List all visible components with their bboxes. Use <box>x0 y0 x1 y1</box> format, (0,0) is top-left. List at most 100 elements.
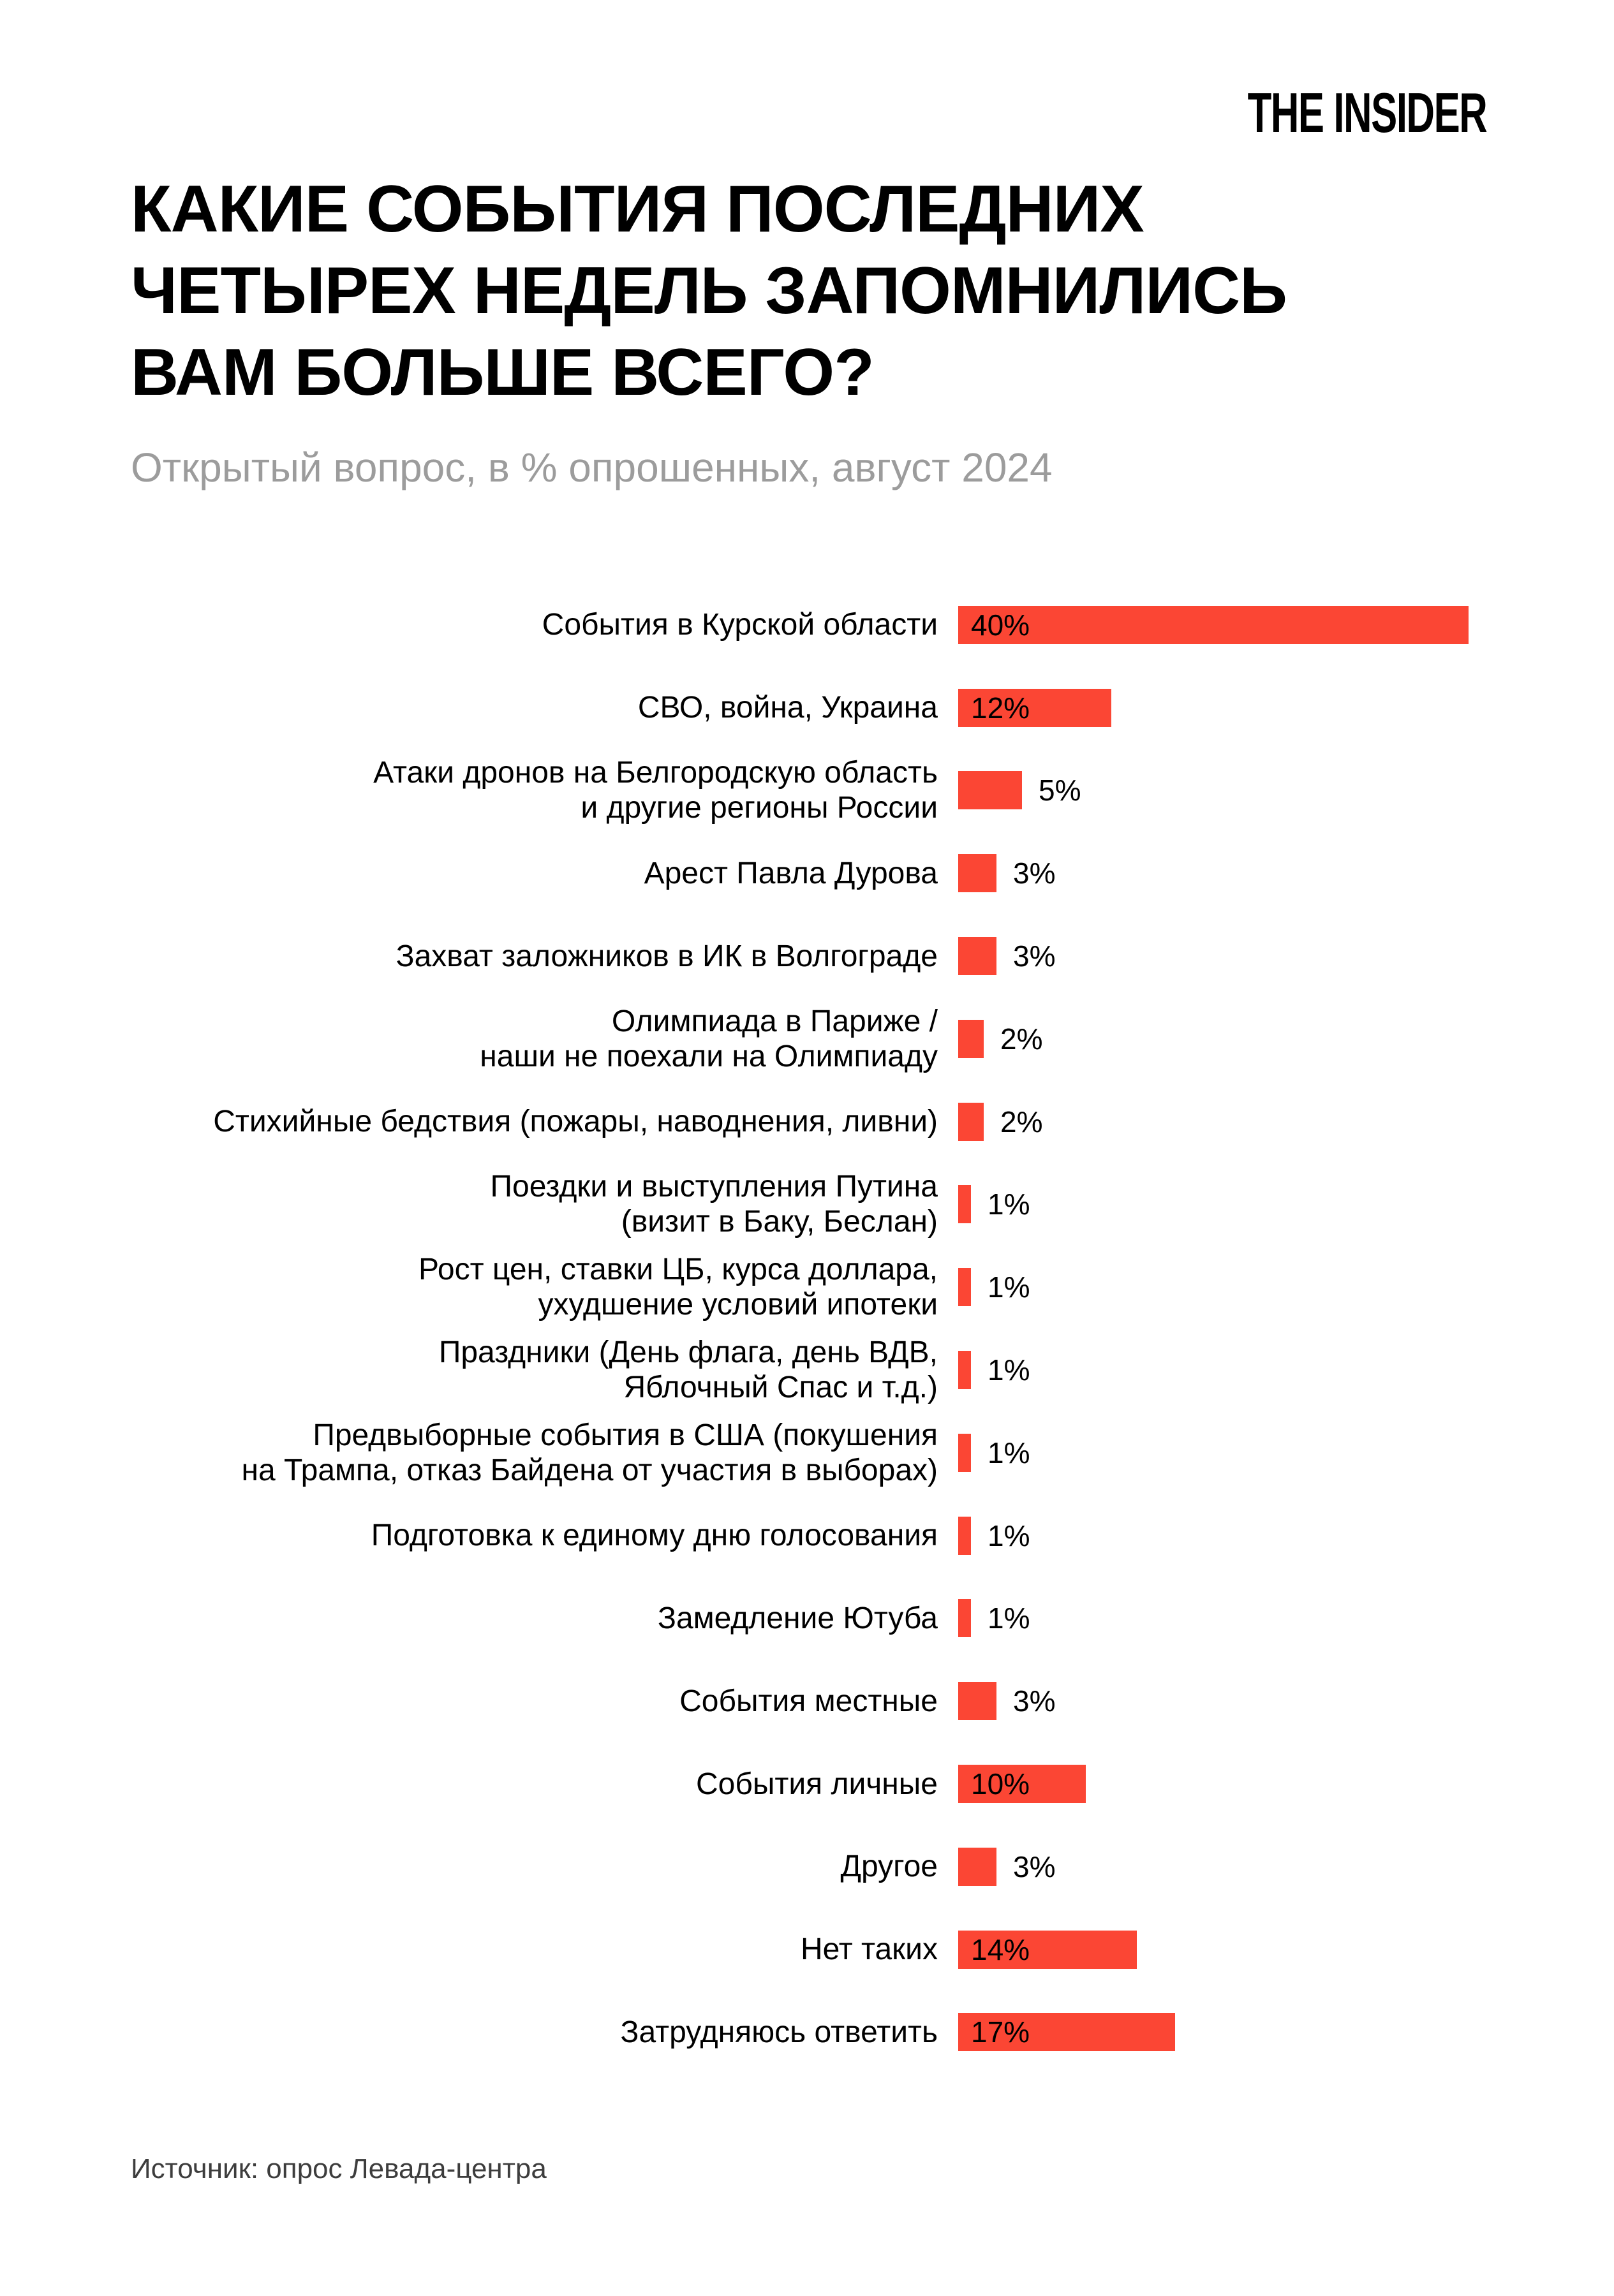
bar <box>958 1599 971 1638</box>
bar-value: 3% <box>1013 1850 1056 1883</box>
bar-track: 1% <box>958 1185 1573 1224</box>
bar-label: Захват заложников в ИК в Волгограде <box>131 939 958 974</box>
title-line-2: ЧЕТЫРЕХ НЕДЕЛЬ ЗАПОМНИЛИСЬ <box>131 254 1287 328</box>
chart-row: Поездки и выступления Путина (визит в Бак… <box>131 1163 1573 1246</box>
bar-track: 1% <box>958 1516 1573 1555</box>
bar-value: 3% <box>1013 857 1056 890</box>
bar-value: 5% <box>1039 774 1081 807</box>
bar-label-line: Поездки и выступления Путина <box>490 1170 938 1204</box>
bar-label: Поездки и выступления Путина (визит в Бак… <box>131 1169 958 1239</box>
bar: 14% <box>958 1930 1137 1969</box>
bar-track: 1% <box>958 1599 1573 1638</box>
bar-value: 1% <box>988 1601 1030 1635</box>
chart-row: Подготовка к единому дню голосования 1% <box>131 1494 1573 1577</box>
bar-label-line: Атаки дронов на Белгородскую область <box>373 756 938 790</box>
bar-track: 1% <box>958 1433 1573 1472</box>
chart-row: Нет таких 14% <box>131 1908 1573 1991</box>
the-insider-logo: THE INSIDER <box>1247 81 1487 144</box>
bar-track: 10% <box>958 1765 1573 1804</box>
bar-value: 3% <box>1013 1684 1056 1718</box>
bar-label-line: на Трампа, отказ Байдена от участия в вы… <box>241 1453 938 1487</box>
bar <box>958 1351 971 1390</box>
bar <box>958 1102 984 1141</box>
page-title: КАКИЕ СОБЫТИЯ ПОСЛЕДНИХ ЧЕТЫРЕХ НЕДЕЛЬ З… <box>131 168 1287 413</box>
chart-row: События местные 3% <box>131 1659 1573 1742</box>
bar-value: 1% <box>988 1519 1030 1552</box>
title-line-3: ВАМ БОЛЬШЕ ВСЕГО? <box>131 335 875 409</box>
chart-row: Атаки дронов на Белгородскую область и др… <box>131 749 1573 832</box>
bar-label-line: События местные <box>679 1684 938 1718</box>
bar-label-line: События в Курской области <box>542 608 938 642</box>
bar-value: 2% <box>1000 1022 1043 1056</box>
chart-row: СВО, война, Украина 12% <box>131 666 1573 749</box>
chart-row: Праздники (День флага, день ВДВ, Яблочный… <box>131 1328 1573 1411</box>
bar-label-line: Захват заложников в ИК в Волгограде <box>396 939 938 973</box>
chart-row: Олимпиада в Париже / наши не поехали на О… <box>131 997 1573 1080</box>
bar <box>958 1682 996 1721</box>
bar-track: 3% <box>958 1847 1573 1886</box>
bar-track: 5% <box>958 771 1573 810</box>
bar-value: 1% <box>988 1353 1030 1387</box>
bar-value: 3% <box>1013 939 1056 973</box>
bar-label: Арест Павла Дурова <box>131 856 958 891</box>
bar-label: Замедление Ютуба <box>131 1601 958 1636</box>
chart-row: Предвыборные события в США (покушения на … <box>131 1411 1573 1494</box>
title-line-1: КАКИЕ СОБЫТИЯ ПОСЛЕДНИХ <box>131 172 1144 246</box>
bar-label: События личные <box>131 1767 958 1802</box>
chart-row: Захват заложников в ИК в Волгограде 3% <box>131 915 1573 997</box>
bar-track: 1% <box>958 1351 1573 1390</box>
bar-label-line: (визит в Баку, Беслан) <box>621 1205 938 1239</box>
bar-label-line: Затрудняюсь ответить <box>620 2015 938 2049</box>
bar-label: Другое <box>131 1849 958 1884</box>
bar-label-line: Арест Павла Дурова <box>644 856 938 890</box>
bar-label-line: Другое <box>840 1850 938 1884</box>
bar <box>958 937 996 976</box>
bar-track: 40% <box>958 605 1573 644</box>
bar: 17% <box>958 2013 1175 2052</box>
bar <box>958 1847 996 1886</box>
bar-label-line: Рост цен, ставки ЦБ, курса доллара, <box>418 1253 938 1287</box>
bar-value: 12% <box>971 691 1030 725</box>
bar: 40% <box>958 605 1469 644</box>
bar-label-line: Подготовка к единому дню голосования <box>371 1519 938 1553</box>
bar-label: Затрудняюсь ответить <box>131 2015 958 2050</box>
source-note: Источник: опрос Левада-центра <box>131 2153 547 2184</box>
bar <box>958 854 996 893</box>
bar <box>958 1019 984 1058</box>
chart-subtitle: Открытый вопрос, в % опрошенных, август … <box>131 445 1053 490</box>
chart-row: Стихийные бедствия (пожары, наводнения, … <box>131 1080 1573 1163</box>
chart-row: Замедление Ютуба 1% <box>131 1577 1573 1660</box>
bar-label: Атаки дронов на Белгородскую область и др… <box>131 755 958 825</box>
bar-track: 3% <box>958 854 1573 893</box>
bar <box>958 1516 971 1555</box>
chart-row: Рост цен, ставки ЦБ, курса доллара, ухудш… <box>131 1246 1573 1328</box>
bar-label-line: СВО, война, Украина <box>637 691 938 725</box>
bar-label: Стихийные бедствия (пожары, наводнения, … <box>131 1104 958 1139</box>
bar-value: 17% <box>971 2015 1030 2049</box>
bar-track: 3% <box>958 1682 1573 1721</box>
bar-track: 3% <box>958 937 1573 976</box>
bar-track: 12% <box>958 688 1573 727</box>
bar-label: Олимпиада в Париже / наши не поехали на О… <box>131 1004 958 1074</box>
bar-value: 2% <box>1000 1105 1043 1138</box>
chart-row: События в Курской области 40% <box>131 584 1573 666</box>
bar-value: 10% <box>971 1767 1030 1801</box>
bar-label-line: События личные <box>695 1767 938 1801</box>
chart-row: Затрудняюсь ответить 17% <box>131 1991 1573 2074</box>
bar-value: 40% <box>971 608 1030 642</box>
bar-track: 2% <box>958 1019 1573 1058</box>
bar-label: Подготовка к единому дню голосования <box>131 1518 958 1553</box>
bar-label: Рост цен, ставки ЦБ, курса доллара, ухудш… <box>131 1252 958 1322</box>
bar-label-line: и другие регионы России <box>581 791 938 825</box>
bar-track: 2% <box>958 1102 1573 1141</box>
bar: 12% <box>958 688 1111 727</box>
bar-track: 1% <box>958 1268 1573 1307</box>
bar: 10% <box>958 1765 1086 1804</box>
bar-label: Нет таких <box>131 1932 958 1967</box>
bar-track: 14% <box>958 1930 1573 1969</box>
bar-label: Предвыборные события в США (покушения на … <box>131 1418 958 1488</box>
bar-chart: События в Курской области 40% СВО, война, … <box>131 584 1573 2073</box>
bar-label-line: Предвыборные события в США (покушения <box>313 1418 938 1452</box>
bar-label-line: Стихийные бедствия (пожары, наводнения, … <box>213 1105 938 1139</box>
